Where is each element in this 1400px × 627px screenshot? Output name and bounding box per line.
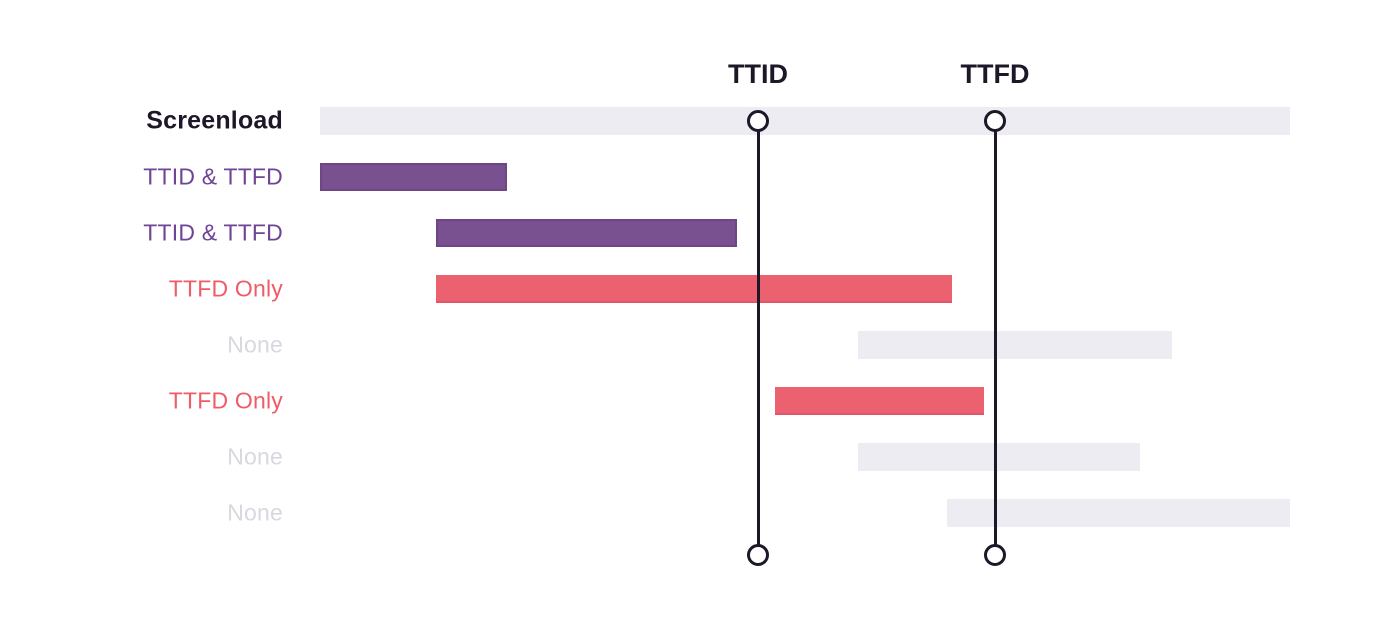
row-label-none: None — [227, 499, 283, 526]
row-label-ttfd: TTFD Only — [168, 275, 283, 302]
row-label-ttfd: TTFD Only — [168, 387, 283, 414]
ttfd-marker-line — [993, 121, 997, 555]
span-bar-ttfd — [775, 387, 984, 415]
span-bar-both — [320, 163, 507, 191]
ttid-line-end-circle — [747, 544, 769, 566]
ttid-marker-line — [756, 121, 760, 555]
span-bar-none — [947, 499, 1290, 527]
row-label-none: None — [227, 443, 283, 470]
span-bar-both — [436, 219, 737, 247]
row-label-none: None — [227, 331, 283, 358]
row-label-both: TTID & TTFD — [143, 219, 283, 246]
span-bar-screenload — [320, 107, 1290, 135]
row-label-both: TTID & TTFD — [143, 163, 283, 190]
ttid-line-start-circle — [747, 110, 769, 132]
ttid-marker-label: TTID — [728, 59, 788, 89]
span-bar-none — [858, 331, 1172, 359]
ttfd-line-start-circle — [984, 110, 1006, 132]
ttfd-marker-label: TTFD — [960, 59, 1030, 89]
span-bar-ttfd — [436, 275, 952, 303]
ttfd-line-end-circle — [984, 544, 1006, 566]
span-bar-none — [858, 443, 1140, 471]
row-label-screenload: Screenload — [146, 106, 283, 135]
